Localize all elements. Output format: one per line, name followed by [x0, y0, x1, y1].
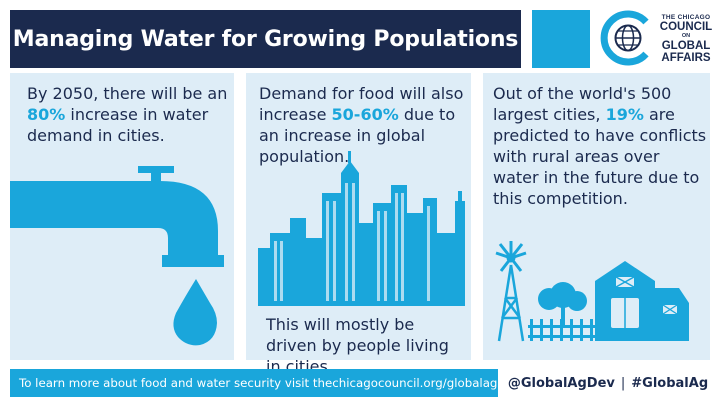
page-title: Managing Water for Growing Populations [12, 26, 519, 52]
logo-line-3: ON [681, 33, 691, 39]
panel-1-text: By 2050, there will be an 80% increase i… [27, 83, 232, 146]
panel-2-pre: Demand for food will also increase [259, 84, 464, 124]
logo-text: THE CHICAGO COUNCIL ON GLOBAL AFFAIRS [658, 8, 714, 64]
panel-2-post: due to an increase in global population. [259, 105, 456, 166]
accent-square [532, 10, 590, 68]
panel-3-post: are predicted to have conflicts with rur… [493, 105, 707, 208]
panel-3-text: Out of the world's 500 largest cities, 1… [493, 83, 708, 209]
footer-link-text[interactable]: To learn more about food and water secur… [19, 376, 498, 390]
panel-3-highlight: 19% [605, 105, 644, 124]
panel-1-highlight: 80% [27, 105, 66, 124]
panel-2-text: Demand for food will also increase 50-60… [259, 83, 464, 167]
council-logo: THE CHICAGO COUNCIL ON GLOBAL AFFAIRS [598, 8, 714, 68]
logo-line-2: COUNCIL [659, 21, 713, 33]
panel-urban-rural-conflict: Out of the world's 500 largest cities, 1… [483, 73, 710, 360]
city-skyline-icon [258, 151, 465, 306]
panel-water-demand: By 2050, there will be an 80% increase i… [10, 73, 234, 360]
panel-2-bottom-text: This will mostly be driven by people liv… [266, 315, 449, 376]
logo-line-1: THE CHICAGO [661, 14, 711, 21]
hashtag[interactable]: #GlobalAg [631, 375, 709, 391]
panel-1-pre: By 2050, there will be an [27, 84, 228, 103]
title-bar: Managing Water for Growing Populations [10, 10, 521, 68]
panel-2-highlight: 50-60% [331, 105, 399, 124]
panel-1-post: increase in water demand in cities. [27, 105, 209, 145]
panel-3-pre: Out of the world's 500 largest cities, [493, 84, 672, 124]
logo-line-5: AFFAIRS [661, 52, 711, 64]
windmill-icon [495, 241, 527, 342]
farm-icon [495, 241, 689, 342]
social-separator: | [620, 375, 626, 391]
globe-logo-icon [600, 10, 649, 66]
panel-food-demand: Demand for food will also increase 50-60… [246, 73, 471, 376]
social-tags: @GlobalAgDev | #GlobalAg [503, 369, 713, 397]
logo-line-4: GLOBAL [661, 40, 711, 52]
twitter-handle[interactable]: @GlobalAgDev [507, 375, 615, 391]
faucet-icon [10, 166, 224, 346]
footer-bar: To learn more about food and water secur… [10, 369, 498, 397]
